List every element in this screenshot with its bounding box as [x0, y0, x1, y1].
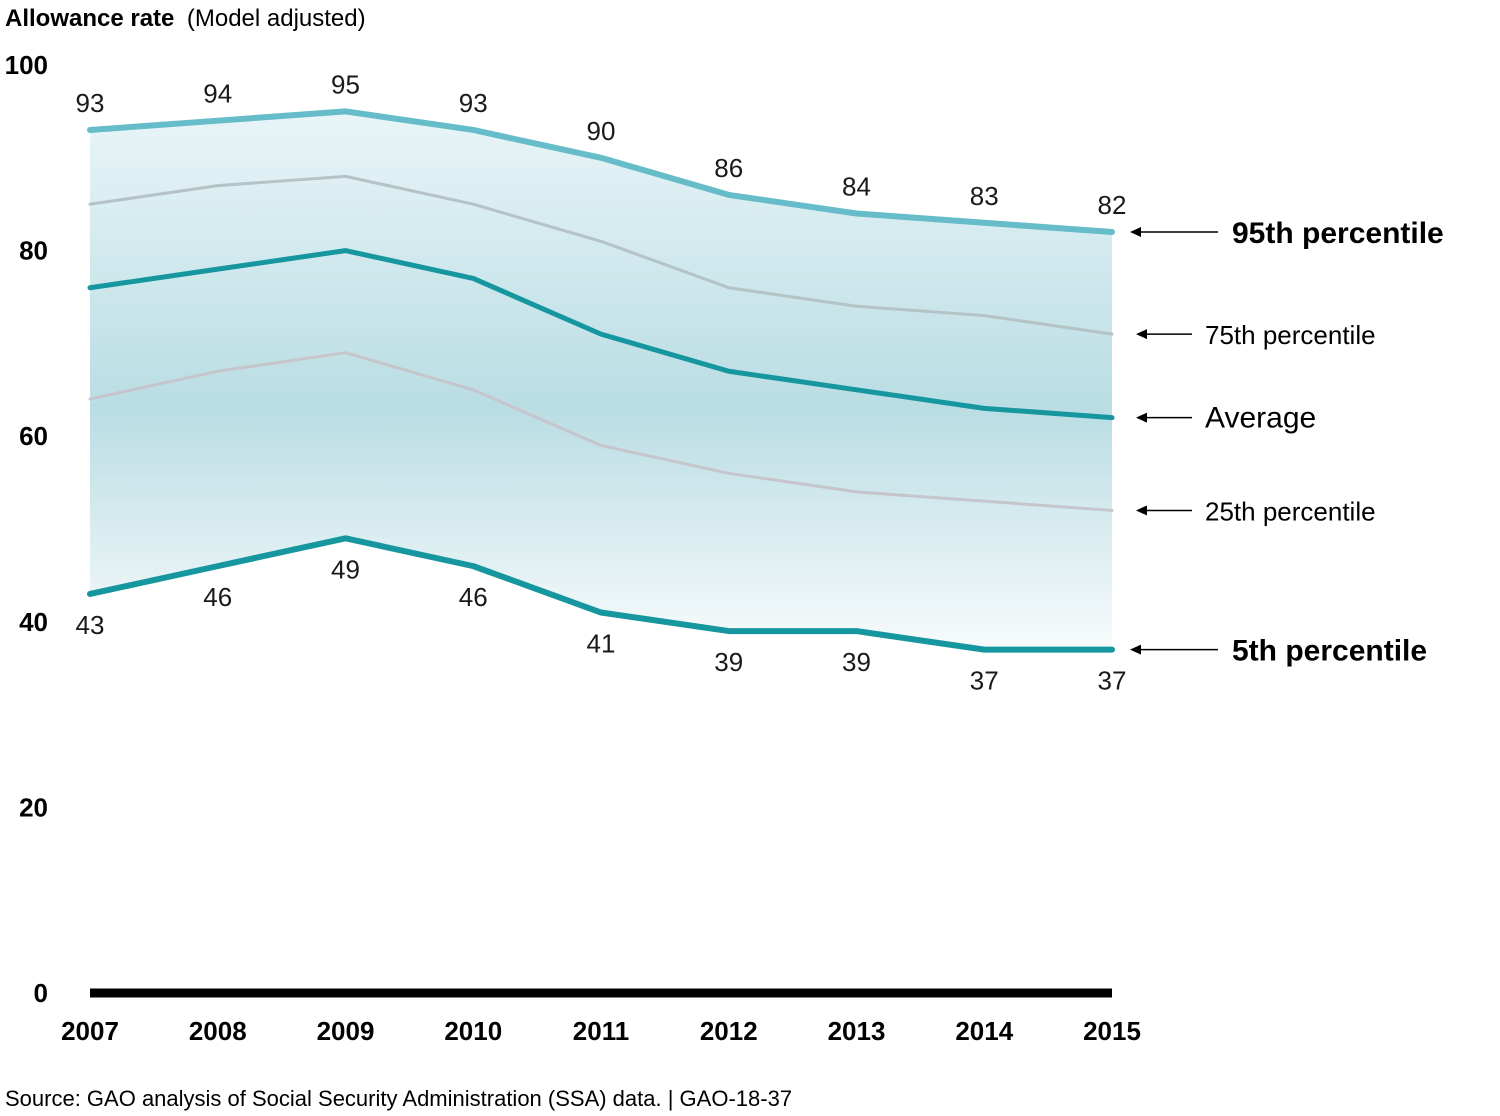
chart-title-main: Allowance rate: [5, 5, 174, 32]
percentile-band-area: [90, 111, 1112, 650]
series-label-average: Average: [1205, 402, 1316, 435]
x-tick-label-2014: 2014: [955, 1016, 1013, 1046]
series-label-25th-percentile: 25th percentile: [1205, 496, 1376, 526]
series-label-95th-percentile: 95th percentile: [1232, 217, 1444, 250]
series-line-75th-percentile: [88, 174, 1114, 336]
series-label-75th-percentile: 75th percentile: [1205, 320, 1376, 350]
arrowhead-icon: [1130, 644, 1141, 655]
series-callouts: 95th percentile 75th percentile Average 25t…: [1130, 217, 1444, 668]
x-tick-label-2007: 2007: [61, 1016, 119, 1046]
data-label-5th-percentile-2014: 37: [970, 666, 999, 696]
chart-title-sub: (Model adjusted): [187, 5, 366, 32]
x-tick-label-2012: 2012: [700, 1016, 758, 1046]
data-label-5th-percentile-2009: 49: [331, 554, 360, 584]
data-label-5th-percentile-2008: 46: [203, 582, 232, 612]
x-axis: 2007 2008 2009 2010 2011 2012 2013 2014 2015: [61, 988, 1141, 1046]
y-tick-label-20: 20: [19, 792, 48, 822]
x-tick-label-2013: 2013: [828, 1016, 886, 1046]
data-label-95th-percentile-2007: 93: [76, 88, 105, 118]
svg-text:Allowance rate (Model ad: Allowance rate (Model adjusted): [5, 5, 366, 32]
data-label-5th-percentile-2007: 43: [76, 610, 105, 640]
data-label-95th-percentile-2014: 83: [970, 181, 999, 211]
data-labels: 93 94 95 93 90 86 84 83 82 43 46 49 46 41 39 39 37 37: [76, 69, 1127, 695]
data-label-95th-percentile-2010: 93: [459, 88, 488, 118]
arrowhead-icon: [1130, 227, 1141, 238]
y-tick-label-100: 100: [5, 50, 48, 80]
series-line-5th-percentile: [87, 535, 1115, 653]
callout-95th-percentile: 95th percentile: [1130, 217, 1444, 250]
callout-average: Average: [1136, 402, 1316, 435]
data-label-95th-percentile-2009: 95: [331, 69, 360, 99]
data-label-5th-percentile-2015: 37: [1098, 666, 1127, 696]
series-line-25th-percentile: [88, 351, 1114, 512]
y-tick-label-60: 60: [19, 421, 48, 451]
chart-title: Allowance rate (Model adjusted): [5, 5, 366, 32]
series-line-95th-percentile: [87, 108, 1115, 236]
source-note: Source: GAO analysis of Social Security …: [5, 1086, 792, 1111]
y-tick-label-80: 80: [19, 236, 48, 266]
series-label-5th-percentile: 5th percentile: [1232, 635, 1427, 668]
series-line-average: [87, 248, 1115, 421]
percentile-band: [90, 111, 1112, 650]
x-tick-label-2011: 2011: [573, 1016, 629, 1046]
data-label-5th-percentile-2013: 39: [842, 647, 871, 677]
data-label-95th-percentile-2011: 90: [587, 116, 616, 146]
data-label-95th-percentile-2008: 94: [203, 79, 232, 109]
arrowhead-icon: [1136, 505, 1147, 516]
callout-75th-percentile: 75th percentile: [1136, 320, 1376, 350]
data-label-5th-percentile-2011: 41: [587, 629, 616, 659]
arrowhead-icon: [1136, 412, 1147, 423]
data-label-95th-percentile-2013: 84: [842, 171, 871, 201]
data-label-95th-percentile-2015: 82: [1098, 190, 1127, 220]
arrowhead-icon: [1136, 329, 1147, 340]
y-tick-label-0: 0: [34, 978, 48, 1008]
data-label-5th-percentile-2012: 39: [714, 647, 743, 677]
data-label-5th-percentile-2010: 46: [459, 582, 488, 612]
data-label-95th-percentile-2012: 86: [714, 153, 743, 183]
x-tick-label-2015: 2015: [1083, 1016, 1141, 1046]
series-lines: [87, 108, 1115, 653]
x-tick-label-2009: 2009: [317, 1016, 375, 1046]
callout-5th-percentile: 5th percentile: [1130, 635, 1427, 668]
callout-25th-percentile: 25th percentile: [1136, 496, 1376, 526]
x-tick-label-2008: 2008: [189, 1016, 247, 1046]
x-tick-label-2010: 2010: [444, 1016, 502, 1046]
y-axis: 0 20 40 60 80 100: [5, 50, 48, 1008]
y-tick-label-40: 40: [19, 607, 48, 637]
